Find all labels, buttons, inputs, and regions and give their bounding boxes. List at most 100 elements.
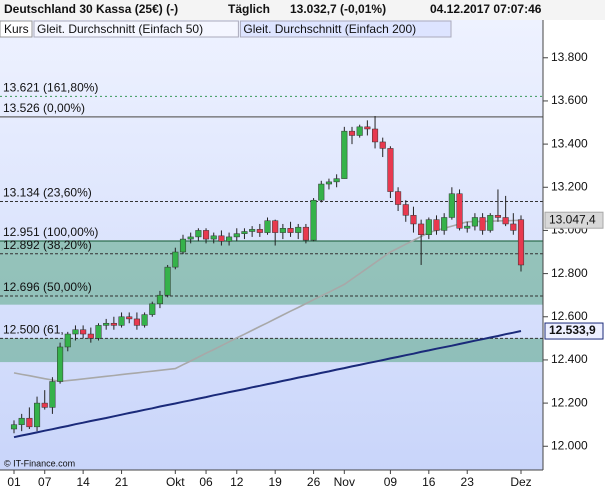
candle-body bbox=[187, 236, 194, 240]
x-tick-label: 12 bbox=[230, 475, 244, 489]
candle-body bbox=[179, 238, 187, 253]
candle-body bbox=[302, 226, 309, 241]
x-tick-label: Nov bbox=[334, 475, 355, 489]
candle-body bbox=[479, 217, 486, 231]
legend-box bbox=[0, 20, 33, 38]
header-bar bbox=[0, 0, 605, 20]
x-tick-label: 07 bbox=[38, 475, 52, 489]
zone bbox=[0, 241, 543, 305]
candle-body bbox=[425, 219, 432, 235]
candle-body bbox=[272, 220, 279, 233]
candle-body bbox=[226, 236, 233, 242]
last-value-label: 12.533,9 bbox=[549, 323, 596, 337]
candle-body bbox=[18, 417, 25, 425]
candle-body bbox=[510, 223, 517, 231]
candle-body bbox=[95, 325, 102, 339]
candle-body bbox=[456, 193, 463, 229]
y-tick-label: 12.400 bbox=[551, 352, 588, 366]
last-value-box bbox=[544, 211, 604, 229]
candle-body bbox=[333, 178, 340, 183]
x-tick-label: 26 bbox=[307, 475, 321, 489]
x-tick-label: 23 bbox=[461, 475, 475, 489]
candle-body bbox=[287, 228, 294, 233]
candle-body bbox=[233, 233, 240, 238]
candle-body bbox=[310, 199, 317, 241]
candle-body bbox=[110, 322, 117, 326]
candle-body bbox=[402, 204, 409, 216]
candle-body bbox=[141, 314, 148, 326]
candle-body bbox=[341, 130, 348, 179]
candle-body bbox=[371, 128, 379, 143]
x-tick-label: 09 bbox=[384, 475, 398, 489]
last-value-label: 13.047,4 bbox=[549, 212, 596, 226]
candle-body bbox=[494, 215, 502, 218]
candle-body bbox=[517, 219, 525, 266]
candle-body bbox=[80, 329, 87, 335]
candle-body bbox=[133, 318, 140, 326]
y-tick-label: 12.800 bbox=[551, 266, 588, 280]
y-tick-label: 13.600 bbox=[551, 93, 588, 107]
y-tick-label: 12.200 bbox=[551, 395, 588, 409]
candle-body bbox=[49, 381, 56, 408]
candle-body bbox=[210, 235, 217, 240]
candle-body bbox=[318, 183, 325, 201]
x-tick-label: 06 bbox=[199, 475, 213, 489]
candle-body bbox=[471, 217, 478, 227]
legend-price: Kurs bbox=[4, 22, 29, 36]
candle-body bbox=[149, 303, 156, 315]
candle-body bbox=[441, 217, 448, 231]
quote: 13.032,7 (-0,01%) bbox=[290, 2, 386, 16]
period: Täglich bbox=[228, 2, 270, 16]
candle-body bbox=[418, 223, 425, 235]
y-tick-label: 13.200 bbox=[551, 179, 588, 193]
level-label: 13.134 (23,60%) bbox=[3, 186, 92, 200]
legend-box bbox=[239, 20, 452, 38]
candle-body bbox=[241, 231, 248, 234]
candle-body bbox=[356, 126, 363, 136]
candle-body bbox=[156, 294, 164, 305]
candle-body bbox=[64, 333, 71, 348]
candle-body bbox=[195, 230, 202, 238]
legend-entry: Gleit. Durchschnitt (Einfach 200) bbox=[243, 22, 416, 36]
candle-body bbox=[172, 251, 179, 268]
candle-body bbox=[57, 346, 64, 382]
moving-average bbox=[13, 330, 522, 439]
copyright: © IT-Finance.com bbox=[4, 458, 75, 468]
candle-body bbox=[126, 316, 133, 320]
candle-body bbox=[279, 228, 286, 233]
x-tick-label: Okt bbox=[166, 475, 185, 489]
x-tick-label: 01 bbox=[7, 475, 21, 489]
candle-body bbox=[502, 217, 509, 225]
level-label: 12.500 (61, bbox=[3, 323, 64, 337]
y-tick-label: 12.600 bbox=[551, 309, 588, 323]
candle-body bbox=[464, 225, 471, 229]
legend-entry: Gleit. Durchschnitt (Einfach 50) bbox=[37, 22, 203, 36]
candle-body bbox=[325, 181, 333, 185]
y-tick-label: 13.400 bbox=[551, 136, 588, 150]
candle-body bbox=[249, 229, 256, 232]
legend-box bbox=[33, 20, 239, 38]
candle-body bbox=[103, 322, 110, 326]
candle-body bbox=[10, 424, 18, 430]
candle-body bbox=[26, 417, 33, 428]
level-label: 13.621 (161,80%) bbox=[3, 81, 98, 95]
x-tick-label: 19 bbox=[269, 475, 283, 489]
candle-body bbox=[433, 219, 440, 231]
y-tick-label: 13.800 bbox=[551, 50, 588, 64]
candle-body bbox=[41, 402, 48, 408]
candle-body bbox=[264, 220, 271, 233]
candle-body bbox=[387, 148, 394, 192]
candle-body bbox=[72, 329, 79, 335]
candle-body bbox=[295, 226, 302, 233]
level-label: 12.951 (100,00%) bbox=[3, 225, 98, 239]
candle-body bbox=[448, 193, 455, 218]
level-label: 12.892 (38,20%) bbox=[3, 238, 92, 252]
candle-body bbox=[379, 141, 386, 149]
candle-body bbox=[256, 229, 263, 233]
timestamp: 04.12.2017 07:07:46 bbox=[430, 2, 542, 16]
candle-body bbox=[487, 215, 494, 231]
x-tick-label: Dez bbox=[510, 475, 531, 489]
x-tick-label: 21 bbox=[115, 475, 129, 489]
